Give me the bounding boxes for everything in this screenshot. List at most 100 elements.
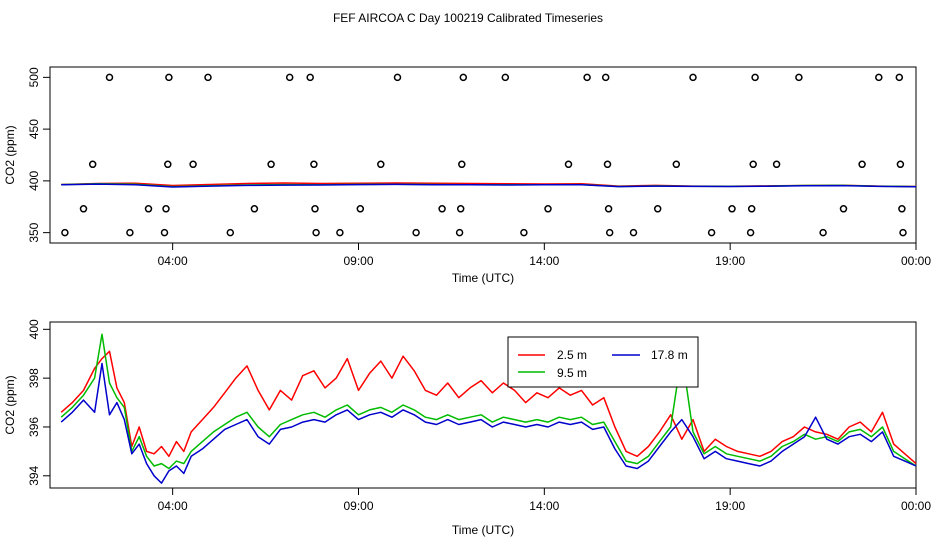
bottom-axis-ticks: 04:00 09:00 14:00 19:00 00:00 394 396 398 400 [27,319,931,513]
top-y-axis-label: CO2 (ppm) [3,125,17,184]
calibration-marker [162,205,170,213]
calibration-marker [204,73,212,82]
bottom-x-tick-label: 04:00 [158,499,188,513]
bottom-series-group [60,333,917,484]
bottom-y-tick-label: 400 [27,319,41,339]
calibration-marker [899,228,907,237]
calibration-marker [896,160,905,169]
calibration-marker [250,205,259,213]
calibration-marker [88,160,97,169]
calibration-marker [312,228,320,237]
calibration-marker [458,160,466,169]
calibration-marker [653,205,662,213]
top-x-tick-label: 04:00 [158,254,188,268]
calibration-marker [393,73,402,82]
top-axis-ticks: 04:00 09:00 14:00 19:00 00:00 350 400 450 500 [27,67,931,268]
calibration-marker [895,73,904,82]
calibration-marker [707,228,716,237]
top-y-tick-label: 400 [27,171,41,191]
calibration-marker [749,160,757,169]
calibration-marker [772,160,781,169]
bottom-x-tick-label: 19:00 [715,499,745,513]
calibration-marker [605,228,614,237]
top-plot-frame [49,66,917,244]
calibration-marker [336,228,344,237]
calibration-marker [747,205,756,213]
calibration-marker [165,73,173,82]
bottom-series-line-2-5-m [60,350,917,465]
calibration-marker [144,205,153,213]
calibration-marker [689,73,697,82]
legend-label-17-8m: 17.8 m [651,348,688,362]
bottom-series-line-9-5-m [60,333,917,470]
legend-label-2-5m: 2.5 m [557,348,587,362]
calibration-marker [377,160,385,169]
bottom-x-axis-label: Time (UTC) [452,523,514,537]
bottom-series-line-17-8-m [60,362,917,484]
calibration-marker [189,160,197,169]
bottom-y-tick-label: 394 [27,465,41,485]
top-y-tick-label: 450 [27,119,41,139]
page-title: FEF AIRCOA C Day 100219 Calibrated Times… [333,11,603,25]
calibration-marker [267,160,275,169]
top-y-tick-label: 500 [27,67,41,87]
bottom-y-tick-label: 396 [27,417,41,437]
top-x-tick-label: 09:00 [343,254,373,268]
calibration-marker [79,205,88,213]
bottom-x-tick-label: 14:00 [529,499,559,513]
calibration-marker [412,228,420,237]
calibration-marker [310,160,318,169]
bottom-y-tick-label: 398 [27,368,41,388]
calibration-marker [438,205,446,213]
calibration-marker [164,160,172,169]
legend-label-9-5m: 9.5 m [557,366,587,380]
calibration-marker [819,228,827,237]
top-x-tick-label: 14:00 [529,254,559,268]
calibration-marker [226,228,235,237]
calibration-marker [544,205,552,213]
top-x-tick-label: 00:00 [901,254,931,268]
bottom-plot-frame [49,321,917,489]
top-series-line-17-8-m [61,183,917,188]
calibration-marker [126,228,134,237]
top-x-tick-label: 19:00 [715,254,745,268]
calibration-marker [728,205,736,213]
calibration-marker [601,73,610,82]
calibration-marker [629,228,638,237]
calibration-marker [455,228,464,237]
calibration-marker [875,73,883,82]
top-x-axis-label: Time (UTC) [452,271,514,285]
calibration-marker [501,73,510,82]
legend-box [507,336,699,388]
calibration-marker [898,205,906,213]
calibration-marker [672,160,681,169]
calibration-marker [105,73,114,82]
calibration-marker [456,205,465,213]
calibration-marker [604,205,613,213]
calibration-marker [751,73,759,82]
bottom-y-axis-label: CO2 (ppm) [3,375,17,434]
calibration-marker [795,73,803,82]
calibration-marker [583,73,591,82]
top-series-group [61,182,917,188]
calibration-marker [858,160,866,169]
legend: 2.5 m 9.5 m 17.8 m [507,336,699,388]
calibration-marker [160,228,169,237]
calibration-marker [306,73,314,82]
calibration-marker [459,73,468,82]
calibration-marker [746,228,755,237]
bottom-x-tick-label: 09:00 [343,499,373,513]
calibration-marker [520,228,528,237]
top-chart-panel: Time (UTC) CO2 (ppm) 04:00 09:00 14:00 19:0… [3,66,931,285]
bottom-chart-panel: Time (UTC) CO2 (ppm) 04:00 09:00 14:00 19:0… [3,319,931,537]
top-calibration-markers [61,73,907,237]
calibration-marker [356,205,365,213]
calibration-marker [603,160,612,169]
bottom-x-tick-label: 00:00 [901,499,931,513]
top-y-tick-label: 350 [27,222,41,242]
calibration-marker [61,228,69,237]
calibration-marker [839,205,848,213]
calibration-marker [285,73,294,82]
calibration-marker [564,160,573,169]
